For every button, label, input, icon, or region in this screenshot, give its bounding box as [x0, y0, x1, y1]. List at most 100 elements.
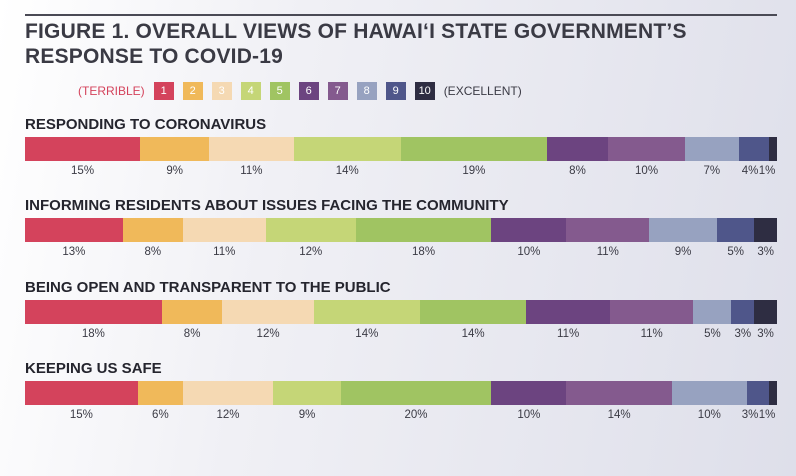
- legend-swatch-7: 7: [327, 82, 348, 100]
- bar-segment-10: [769, 381, 777, 405]
- data-label: 11%: [640, 328, 663, 340]
- data-label: 18%: [412, 246, 436, 258]
- bar-labels: 18% 8% 12% 14% 14% 11% 11% 5% 3% 3%: [25, 328, 777, 342]
- legend-swatch-4: 4: [240, 82, 261, 100]
- bar-segment-1: [25, 381, 138, 405]
- legend-swatch-3: 3: [211, 82, 232, 100]
- data-label: 9%: [166, 165, 183, 177]
- bar-segment-1: [25, 300, 162, 324]
- bar-segment-6: [526, 300, 610, 324]
- bar-segment-7: [566, 381, 672, 405]
- legend-swatch-2: 2: [182, 82, 203, 100]
- data-label: 1%: [758, 409, 776, 421]
- data-label: 3%: [741, 409, 759, 421]
- legend-left-label: (TERRIBLE): [78, 84, 145, 98]
- bar-segment-10: [754, 218, 777, 242]
- bar-segment-3: [182, 218, 266, 242]
- legend-swatch-1: 1: [153, 82, 174, 100]
- legend-swatch-8: 8: [356, 82, 377, 100]
- bar-segment-8: [649, 218, 717, 242]
- bar-segment-4: [265, 218, 356, 242]
- data-label: 3%: [734, 328, 752, 340]
- bar-segment-9: [738, 137, 770, 161]
- data-label: 3%: [757, 246, 775, 258]
- bar-segment-2: [161, 300, 223, 324]
- bar-segment-9: [746, 381, 770, 405]
- top-rule: [25, 14, 777, 16]
- legend-swatch-9: 9: [385, 82, 406, 100]
- row-title: BEING OPEN AND TRANSPARENT TO THE PUBLIC: [25, 279, 391, 296]
- bar-segment-6: [491, 381, 567, 405]
- data-label: 11%: [557, 328, 580, 340]
- bar-labels: 13% 8% 11% 12% 18% 10% 11% 9% 5% 3%: [25, 246, 777, 260]
- data-label: 11%: [596, 246, 619, 258]
- data-label: 14%: [461, 328, 485, 340]
- bar-segment-3: [222, 300, 314, 324]
- data-label: 9%: [298, 409, 316, 421]
- bar-segment-1: [25, 137, 141, 161]
- data-label: 5%: [704, 328, 721, 340]
- data-label: 4%: [741, 165, 759, 177]
- data-label: 14%: [355, 328, 379, 340]
- bar-segment-6: [546, 137, 609, 161]
- data-label: 10%: [517, 246, 541, 258]
- bar-segment-2: [122, 218, 183, 242]
- bar-labels: 15% 9% 11% 14% 19% 8% 10% 7% 4% 1%: [25, 165, 777, 179]
- bar-segment-5: [400, 137, 547, 161]
- bar-segment-3: [182, 381, 274, 405]
- bar-row: [25, 381, 777, 405]
- data-label: 14%: [335, 165, 359, 177]
- data-label: 10%: [635, 165, 659, 177]
- legend-right-label: (EXCELLENT): [443, 84, 522, 98]
- data-label: 15%: [69, 409, 93, 421]
- bar-segment-9: [716, 218, 755, 242]
- data-label: 13%: [62, 246, 86, 258]
- data-label: 8%: [183, 328, 201, 340]
- data-label: 8%: [144, 246, 162, 258]
- legend-swatch-5: 5: [269, 82, 290, 100]
- row-title: INFORMING RESIDENTS ABOUT ISSUES FACING …: [25, 197, 509, 214]
- bar-segment-2: [140, 137, 210, 161]
- bar-segment-7: [566, 218, 650, 242]
- data-label: 5%: [727, 246, 744, 258]
- data-label: 1%: [758, 165, 776, 177]
- data-label: 15%: [71, 165, 95, 177]
- data-label: 20%: [404, 409, 428, 421]
- bar-segment-1: [25, 218, 123, 242]
- bar-segment-5: [419, 300, 527, 324]
- bar-row: [25, 218, 777, 242]
- data-label: 7%: [703, 165, 721, 177]
- data-label: 12%: [299, 246, 323, 258]
- bar-row: [25, 300, 777, 324]
- data-label: 11%: [240, 165, 263, 177]
- bar-segment-8: [671, 381, 747, 405]
- data-label: 11%: [213, 246, 236, 258]
- data-label: 12%: [216, 409, 240, 421]
- bar-segment-8: [684, 137, 739, 161]
- data-label: 10%: [697, 409, 721, 421]
- bar-segment-6: [491, 218, 567, 242]
- data-label: 12%: [256, 328, 280, 340]
- data-label: 8%: [569, 165, 586, 177]
- row-title: KEEPING US SAFE: [25, 360, 162, 377]
- data-label: 9%: [674, 246, 692, 258]
- bar-segment-4: [293, 137, 401, 161]
- bar-segment-9: [731, 300, 755, 324]
- bar-segment-7: [609, 300, 694, 324]
- bar-segment-5: [340, 381, 492, 405]
- bar-segment-2: [137, 381, 183, 405]
- row-title: RESPONDING TO CORONAVIRUS: [25, 116, 267, 133]
- bar-segment-10: [754, 300, 777, 324]
- bar-segment-5: [355, 218, 492, 242]
- data-label: 14%: [607, 409, 631, 421]
- bar-segment-4: [313, 300, 420, 324]
- legend: (TERRIBLE) 1 2 3 4 5 6 7 8 9 10 (EXCELLENT): [78, 81, 522, 101]
- bar-segment-8: [693, 300, 732, 324]
- data-label: 10%: [517, 409, 541, 421]
- bar-segment-4: [273, 381, 341, 405]
- data-label: 3%: [757, 328, 774, 340]
- legend-swatch-6: 6: [298, 82, 319, 100]
- bar-row: [25, 137, 777, 161]
- bar-segment-3: [209, 137, 294, 161]
- data-label: 19%: [462, 165, 486, 177]
